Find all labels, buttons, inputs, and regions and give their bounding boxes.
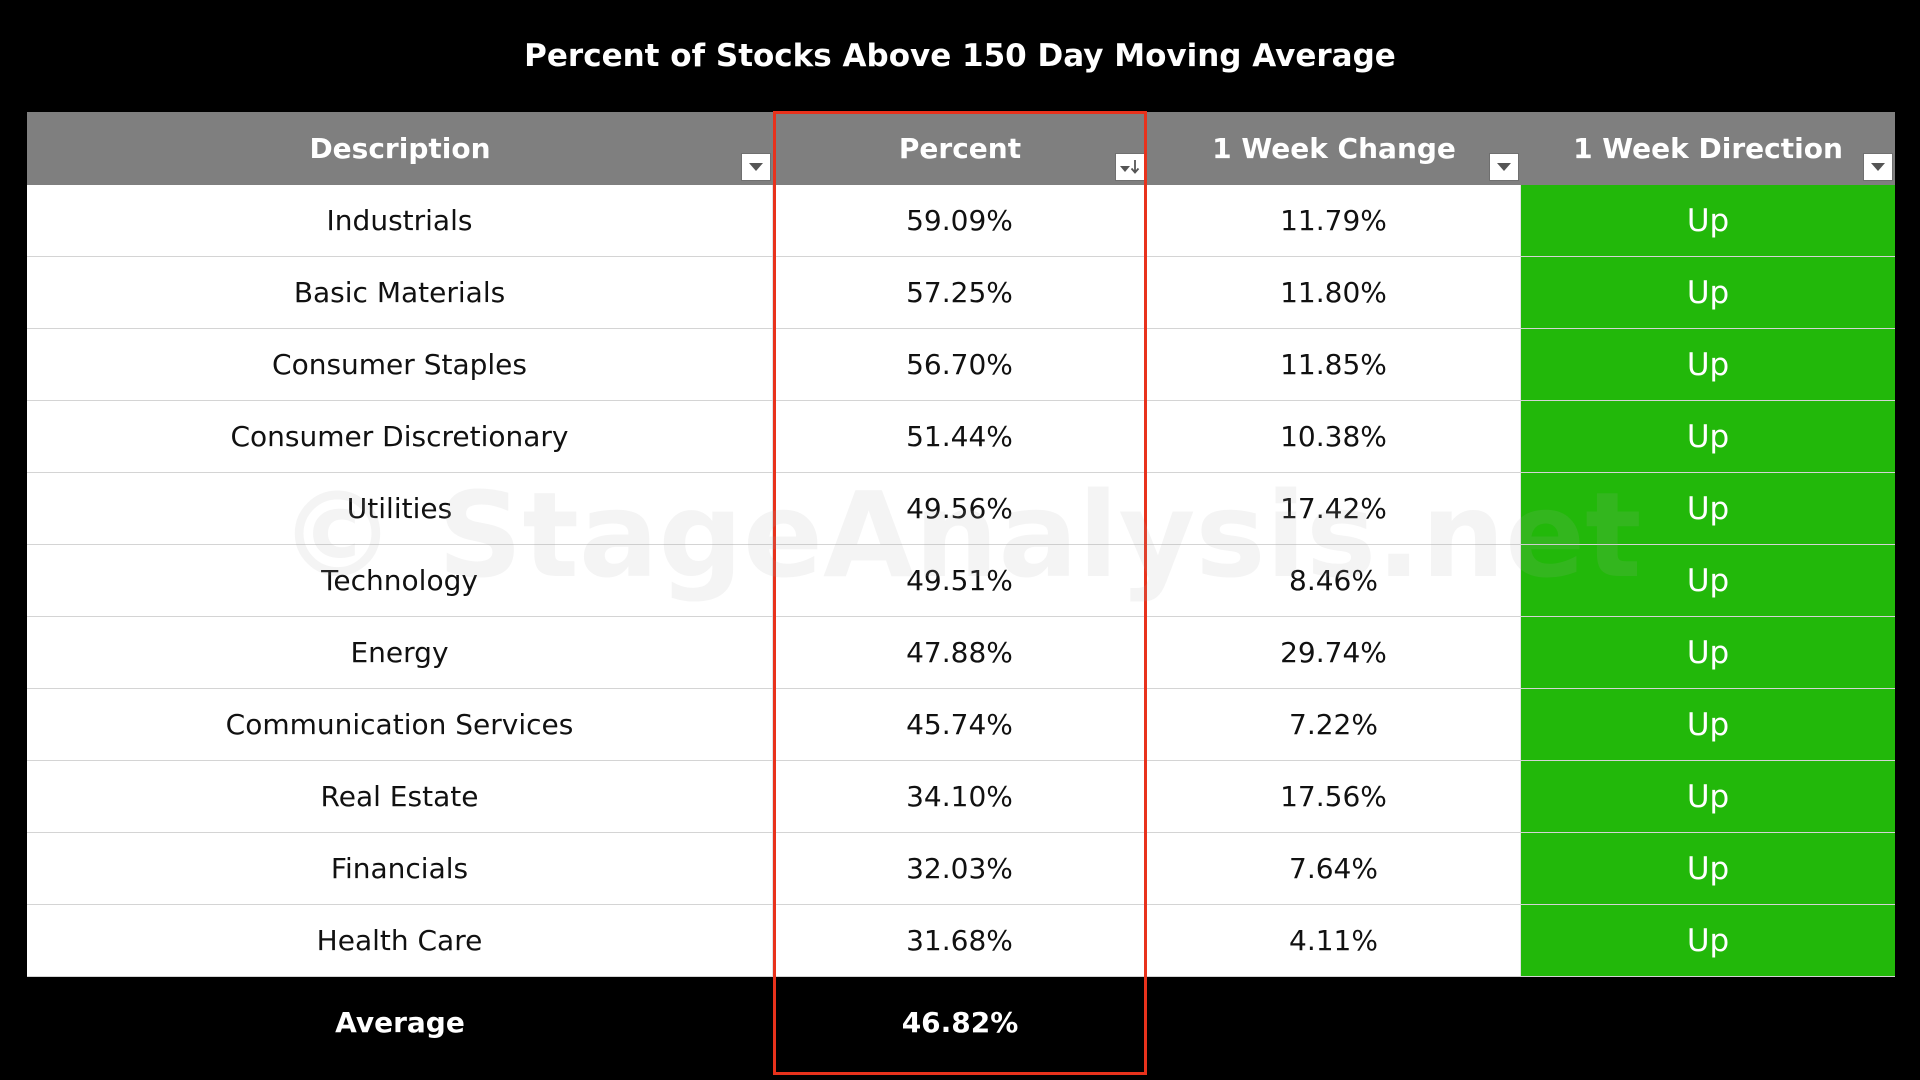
header-description[interactable]: Description: [27, 112, 773, 185]
table-row: Industrials 59.09% 11.79% Up: [27, 185, 1895, 257]
direction-cell[interactable]: Up: [1521, 761, 1895, 832]
average-label[interactable]: Average: [335, 1005, 465, 1039]
week-change-cell[interactable]: 11.80%: [1147, 257, 1521, 328]
percent-cell[interactable]: 45.74%: [773, 689, 1147, 760]
week-change-cell[interactable]: 17.42%: [1147, 473, 1521, 544]
average-row: Average 46.82%: [27, 977, 1895, 1067]
week-change-cell[interactable]: 7.64%: [1147, 833, 1521, 904]
header-week-direction[interactable]: 1 Week Direction: [1521, 112, 1895, 185]
header-percent[interactable]: Percent: [773, 112, 1147, 185]
direction-cell[interactable]: Up: [1521, 905, 1895, 976]
table-body: Industrials 59.09% 11.79% Up Basic Materials…: [27, 185, 1895, 977]
percent-cell[interactable]: 51.44%: [773, 401, 1147, 472]
description-cell[interactable]: Consumer Discretionary: [27, 401, 773, 472]
direction-cell[interactable]: Up: [1521, 329, 1895, 400]
table-row: Consumer Discretionary 51.44% 10.38% Up: [27, 401, 1895, 473]
table-header-row: Description Percent 1 Week Change 1 Week…: [27, 112, 1895, 185]
sort-descending-filter-icon[interactable]: [1115, 153, 1145, 181]
percent-cell[interactable]: 49.51%: [773, 545, 1147, 616]
week-change-cell[interactable]: 10.38%: [1147, 401, 1521, 472]
direction-cell[interactable]: Up: [1521, 473, 1895, 544]
sector-table: Description Percent 1 Week Change 1 Week…: [27, 112, 1895, 1067]
header-week-change-label: 1 Week Change: [1212, 132, 1456, 165]
filter-dropdown-icon[interactable]: [1863, 153, 1893, 181]
table-row: Energy 47.88% 29.74% Up: [27, 617, 1895, 689]
header-week-change[interactable]: 1 Week Change: [1147, 112, 1521, 185]
description-cell[interactable]: Technology: [27, 545, 773, 616]
percent-cell[interactable]: 31.68%: [773, 905, 1147, 976]
week-change-cell[interactable]: 11.79%: [1147, 185, 1521, 256]
table-row: Technology 49.51% 8.46% Up: [27, 545, 1895, 617]
week-change-cell[interactable]: 7.22%: [1147, 689, 1521, 760]
percent-cell[interactable]: 34.10%: [773, 761, 1147, 832]
percent-cell[interactable]: 47.88%: [773, 617, 1147, 688]
week-change-cell[interactable]: 17.56%: [1147, 761, 1521, 832]
percent-cell[interactable]: 49.56%: [773, 473, 1147, 544]
table-title: Percent of Stocks Above 150 Day Moving A…: [524, 38, 1396, 74]
description-cell[interactable]: Consumer Staples: [27, 329, 773, 400]
table-row: Health Care 31.68% 4.11% Up: [27, 905, 1895, 977]
week-change-cell[interactable]: 4.11%: [1147, 905, 1521, 976]
description-cell[interactable]: Energy: [27, 617, 773, 688]
week-change-cell[interactable]: 29.74%: [1147, 617, 1521, 688]
table-row: Utilities 49.56% 17.42% Up: [27, 473, 1895, 545]
description-cell[interactable]: Health Care: [27, 905, 773, 976]
description-cell[interactable]: Industrials: [27, 185, 773, 256]
description-cell[interactable]: Financials: [27, 833, 773, 904]
description-cell[interactable]: Utilities: [27, 473, 773, 544]
percent-cell[interactable]: 56.70%: [773, 329, 1147, 400]
week-change-cell[interactable]: 8.46%: [1147, 545, 1521, 616]
direction-cell[interactable]: Up: [1521, 833, 1895, 904]
direction-cell[interactable]: Up: [1521, 617, 1895, 688]
percent-cell[interactable]: 59.09%: [773, 185, 1147, 256]
header-percent-label: Percent: [898, 132, 1022, 165]
direction-cell[interactable]: Up: [1521, 257, 1895, 328]
header-week-direction-label: 1 Week Direction: [1573, 132, 1843, 165]
percent-cell[interactable]: 32.03%: [773, 833, 1147, 904]
average-percent[interactable]: 46.82%: [901, 1005, 1019, 1039]
direction-cell[interactable]: Up: [1521, 185, 1895, 256]
week-change-cell[interactable]: 11.85%: [1147, 329, 1521, 400]
description-cell[interactable]: Communication Services: [27, 689, 773, 760]
filter-dropdown-icon[interactable]: [741, 153, 771, 181]
description-cell[interactable]: Basic Materials: [27, 257, 773, 328]
direction-cell[interactable]: Up: [1521, 401, 1895, 472]
table-row: Financials 32.03% 7.64% Up: [27, 833, 1895, 905]
direction-cell[interactable]: Up: [1521, 689, 1895, 760]
table-row: Consumer Staples 56.70% 11.85% Up: [27, 329, 1895, 401]
table-row: Communication Services 45.74% 7.22% Up: [27, 689, 1895, 761]
filter-dropdown-icon[interactable]: [1489, 153, 1519, 181]
table-row: Basic Materials 57.25% 11.80% Up: [27, 257, 1895, 329]
direction-cell[interactable]: Up: [1521, 545, 1895, 616]
table-row: Real Estate 34.10% 17.56% Up: [27, 761, 1895, 833]
header-description-label: Description: [309, 132, 491, 165]
description-cell[interactable]: Real Estate: [27, 761, 773, 832]
percent-cell[interactable]: 57.25%: [773, 257, 1147, 328]
